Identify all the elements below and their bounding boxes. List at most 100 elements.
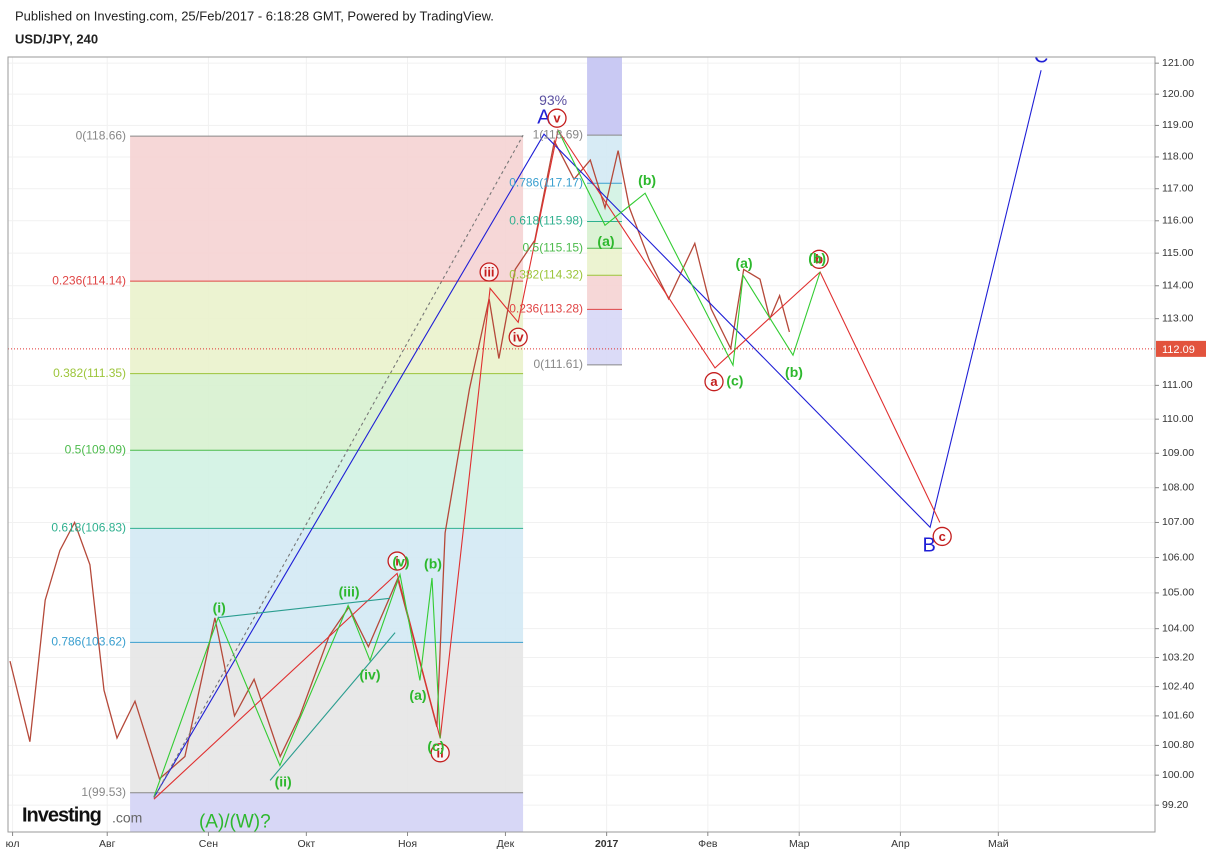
fib-label: 0.382(111.35) [53, 366, 126, 380]
wave-circle [430, 743, 450, 763]
y-tick-label: 119.00 [1162, 119, 1193, 131]
y-tick-label: 100.00 [1162, 769, 1194, 781]
fib-band [130, 450, 524, 529]
fib-label: 0.618(106.83) [51, 521, 126, 535]
wave-circle [547, 108, 567, 128]
wave-label: A [537, 106, 551, 128]
wave-label: (b) [808, 250, 826, 266]
y-tick-label: 120.00 [1162, 88, 1194, 100]
logo: Investing [22, 804, 101, 826]
fib-band [587, 275, 622, 310]
x-tick-label: Авг [99, 838, 116, 850]
wave-circle [704, 372, 724, 392]
y-tick-label: 107.00 [1162, 516, 1194, 528]
x-tick-label: Фев [698, 838, 718, 850]
y-tick-label: 102.40 [1162, 680, 1194, 692]
y-tick-label: 114.00 [1162, 280, 1193, 292]
y-tick-label: 110.00 [1162, 413, 1193, 425]
fib-band [130, 281, 524, 374]
y-tick-label: 105.00 [1162, 587, 1194, 599]
fib-outer-band [587, 57, 622, 136]
fib-label: 0.236(114.14) [52, 273, 126, 287]
y-tick-label: 113.00 [1162, 312, 1193, 324]
y-tick-label: 116.00 [1162, 215, 1193, 227]
wave-line [557, 129, 821, 368]
y-tick-label: 115.00 [1162, 247, 1193, 259]
wave-label: iii [484, 264, 495, 279]
fib-band [587, 183, 622, 222]
x-tick-label: юл [6, 838, 20, 850]
fib-label: 0.5(115.15) [523, 240, 584, 254]
y-tick-label: 118.00 [1162, 151, 1193, 163]
wave-label: 93% [539, 92, 567, 108]
y-tick-label: 111.00 [1162, 379, 1193, 391]
axes: 121.00 120.00 119.00 118.00 117.00 116.00 115.… [6, 57, 1206, 850]
y-tick-label: 117.00 [1162, 183, 1193, 195]
wave-label: (i) [213, 599, 226, 615]
last-price-box [1156, 340, 1206, 357]
wave-label: i [395, 553, 399, 568]
wave-label: (b) [785, 364, 803, 380]
last-price-label: 112.09 [1162, 344, 1195, 356]
wave-label: (A)/(W)? [199, 812, 271, 833]
x-tick-label: Окт [297, 838, 315, 850]
wave-label: v [553, 111, 561, 126]
fib-band [587, 221, 622, 249]
price-line [9, 139, 791, 781]
fib-label: 0.382(114.32) [509, 267, 583, 281]
y-tick-label: 121.00 [1162, 57, 1194, 69]
wave-label: (a) [597, 233, 614, 249]
y-tick-label: 104.00 [1162, 622, 1194, 634]
x-tick-label: Дек [497, 838, 515, 850]
wave-label: B [922, 535, 935, 557]
plot-border [7, 56, 1156, 833]
wave-label: b [815, 252, 823, 267]
y-tick-label: 100.80 [1162, 739, 1194, 751]
y-tick-label: 106.00 [1162, 551, 1194, 563]
wave-label: iv [513, 330, 525, 345]
wave-circle [932, 526, 952, 547]
wave-line [153, 128, 941, 800]
fib-label: 1(118.69) [533, 127, 583, 141]
wave-label: (b) [424, 555, 442, 571]
x-tick-label: Мар [789, 838, 810, 850]
fib-label: 1(99.53) [81, 785, 126, 799]
logo-suffix: .com [112, 810, 142, 826]
plot-area: 93%A v (b) (a) iii iv (i) (iii) (iv) (ii) i(v) (b) (… [8, 46, 1155, 833]
wave-label: (iv) [359, 666, 380, 682]
wave-label: ii [437, 745, 444, 760]
wave-circle [387, 551, 407, 571]
wave-circle [508, 327, 528, 347]
y-tick-label: 101.60 [1162, 710, 1194, 722]
wave-label: (ii) [275, 773, 292, 789]
x-tick-label: Май [988, 838, 1009, 850]
wave-label: C [1034, 46, 1048, 68]
wave-label: (iii) [339, 584, 360, 600]
wave-circle [479, 262, 499, 282]
fib-label: 0.5(109.09) [65, 442, 126, 456]
fib-outer-band [130, 792, 524, 832]
wave-label: c [939, 529, 946, 544]
fib-band [130, 373, 524, 451]
wave-line [218, 597, 390, 619]
y-tick-label: 99.20 [1162, 799, 1188, 811]
wave-label: (c) [726, 372, 743, 388]
wave-circle [809, 249, 829, 269]
fib-band [130, 642, 524, 793]
wave-label: (c) [427, 738, 444, 754]
fib-label: 0.786(103.62) [51, 635, 126, 649]
wave-line [153, 134, 524, 798]
x-tick-label: Ноя [398, 838, 417, 850]
x-tick-label: 2017 [595, 838, 619, 850]
x-tick-label: Сен [199, 838, 218, 850]
fib-label: 0.786(117.17) [509, 175, 583, 189]
fib-label: 0.618(115.98) [509, 214, 583, 228]
wave-label: a [710, 374, 718, 389]
fib-band [587, 248, 622, 276]
fib-label: 0(118.66) [76, 128, 126, 142]
y-tick-label: 109.00 [1162, 447, 1194, 459]
wave-label: (b) [638, 172, 656, 188]
y-tick-label: 108.00 [1162, 481, 1194, 493]
wave-label: (v) [392, 554, 409, 570]
